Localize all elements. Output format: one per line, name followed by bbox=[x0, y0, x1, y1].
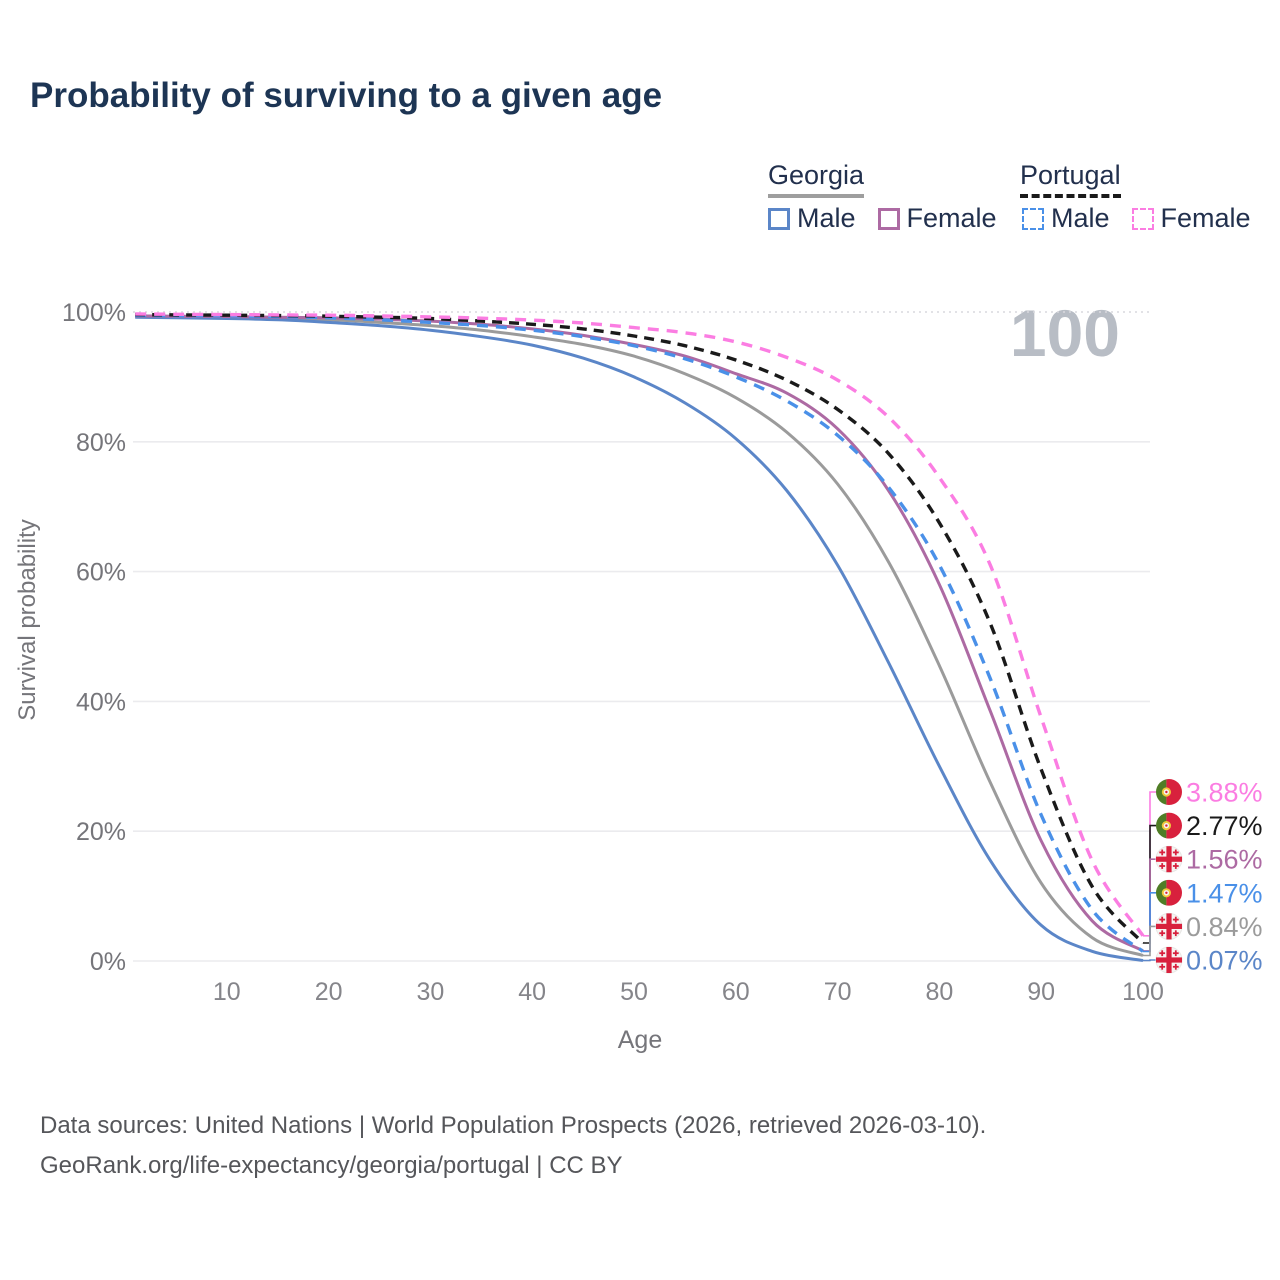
portugal-female-swatch-icon bbox=[1131, 207, 1154, 230]
y-tick-label: 100% bbox=[62, 299, 126, 327]
endpoint-annotation-portugal: 2.77% bbox=[1143, 811, 1263, 944]
georgia-female-swatch-icon bbox=[877, 207, 900, 230]
series-curve-georgia-male[interactable] bbox=[135, 315, 1144, 962]
legend-item-georgia-male[interactable]: Male bbox=[768, 203, 856, 234]
legend-item-label: Male bbox=[1051, 203, 1110, 233]
portugal-flag-icon bbox=[1156, 879, 1182, 906]
y-tick-label: 60% bbox=[76, 559, 126, 587]
data-sources-line: Data sources: United Nations | World Pop… bbox=[40, 1112, 987, 1139]
endpoint-annotation-portugal-female: 3.88% bbox=[1143, 778, 1263, 937]
attribution-line: GeoRank.org/life-expectancy/georgia/port… bbox=[40, 1151, 623, 1179]
x-tick-label: 30 bbox=[416, 978, 444, 1006]
legend-item-label: Female bbox=[906, 203, 997, 233]
x-tick-label: 80 bbox=[925, 978, 953, 1006]
endpoint-value-label: 1.47% bbox=[1186, 878, 1263, 908]
endpoint-value-label: 2.77% bbox=[1186, 811, 1263, 841]
series-curve-georgia[interactable] bbox=[135, 315, 1144, 957]
endpoint-connector bbox=[1143, 892, 1156, 953]
endpoint-connector bbox=[1143, 959, 1156, 962]
y-tick-label: 80% bbox=[76, 429, 126, 457]
endpoint-value-label: 1.56% bbox=[1186, 845, 1263, 875]
legend-item-label: Female bbox=[1160, 203, 1251, 233]
portugal-flag-icon bbox=[1156, 812, 1182, 839]
legend-group-georgia: Georgia bbox=[768, 160, 865, 198]
endpoint-connector bbox=[1143, 925, 1156, 957]
portugal-flag-icon bbox=[1156, 779, 1182, 805]
endpoint-annotation-portugal-male: 1.47% bbox=[1143, 878, 1263, 953]
series-curve-portugal-male[interactable] bbox=[135, 313, 1145, 953]
x-tick-label: 20 bbox=[315, 978, 343, 1006]
series-curve-portugal-female[interactable] bbox=[135, 312, 1145, 937]
y-tick-label: 40% bbox=[76, 688, 126, 716]
series-curve-portugal[interactable] bbox=[135, 312, 1145, 945]
x-tick-label: 70 bbox=[824, 978, 852, 1006]
x-tick-label: 10 bbox=[213, 978, 241, 1006]
legend-group-portugal: Portugal bbox=[1020, 160, 1121, 198]
legend-items-georgia: Male Female bbox=[768, 203, 997, 234]
endpoint-annotation-georgia: 0.84% bbox=[1143, 912, 1263, 957]
legend-items-portugal: Male Female bbox=[1022, 203, 1251, 234]
georgia-flag-icon bbox=[1155, 912, 1183, 940]
georgia-flag-icon bbox=[1155, 946, 1183, 974]
x-tick-label: 100 bbox=[1122, 978, 1164, 1006]
x-tick-label: 40 bbox=[518, 978, 546, 1006]
legend-header-georgia[interactable]: Georgia bbox=[768, 160, 865, 198]
footer: Data sources: United Nations | World Pop… bbox=[40, 1106, 986, 1185]
legend-item-portugal-female[interactable]: Female bbox=[1131, 203, 1251, 234]
x-tick-label: 60 bbox=[722, 978, 750, 1006]
age-watermark: 100 bbox=[1009, 296, 1120, 370]
x-tick-label: 50 bbox=[620, 978, 648, 1006]
georgia-flag-icon bbox=[1155, 845, 1183, 873]
legend-item-georgia-female[interactable]: Female bbox=[877, 203, 997, 234]
x-tick-label: 90 bbox=[1027, 978, 1055, 1006]
x-axis-title: Age bbox=[617, 1026, 663, 1054]
legend-item-label: Male bbox=[797, 203, 856, 233]
legend-item-portugal-male[interactable]: Male bbox=[1022, 203, 1110, 234]
endpoint-value-label: 3.88% bbox=[1186, 778, 1263, 808]
y-tick-label: 0% bbox=[90, 948, 126, 976]
georgia-male-swatch-icon bbox=[768, 207, 790, 230]
portugal-male-swatch-icon bbox=[1022, 207, 1044, 230]
endpoint-annotation-georgia-male: 0.07% bbox=[1143, 946, 1263, 976]
endpoint-value-label: 0.84% bbox=[1186, 912, 1263, 942]
series-curve-georgia-female[interactable] bbox=[135, 314, 1144, 953]
page-title: Probability of surviving to a given age bbox=[30, 76, 663, 115]
legend-header-portugal[interactable]: Portugal bbox=[1020, 160, 1121, 198]
endpoint-value-label: 0.07% bbox=[1186, 946, 1263, 976]
y-tick-label: 20% bbox=[76, 818, 126, 846]
